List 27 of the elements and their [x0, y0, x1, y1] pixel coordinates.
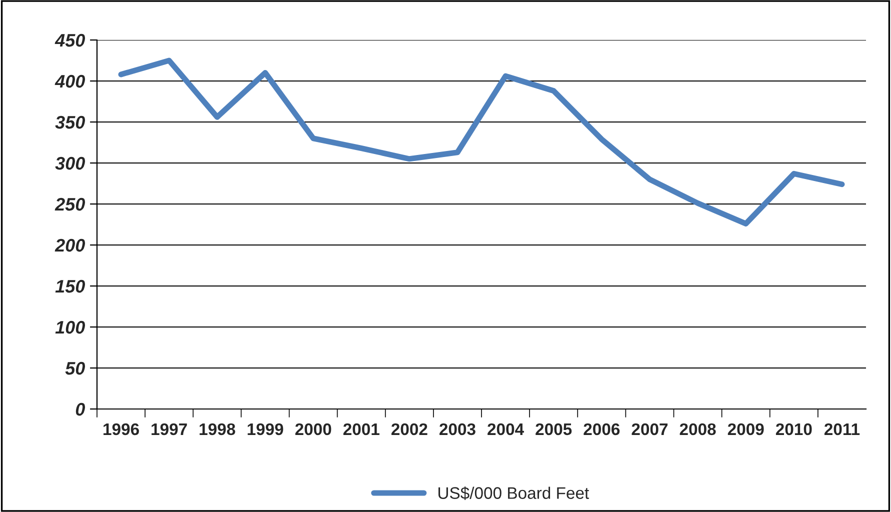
- x-tick-label: 2002: [391, 423, 428, 436]
- x-tick-label: 1998: [200, 423, 236, 436]
- x-tick-label: 1999: [248, 423, 284, 436]
- x-tick-label: 2005: [536, 423, 572, 436]
- x-tick-label: 2010: [776, 423, 812, 436]
- legend-label: US$/000 Board Feet: [438, 486, 590, 500]
- x-tick-label: 2001: [343, 423, 380, 436]
- y-tick-label: 450: [54, 34, 86, 47]
- x-tick-label: 2004: [488, 423, 524, 436]
- y-tick-label: 50: [65, 362, 86, 375]
- y-tick-label: 350: [55, 116, 86, 129]
- y-tick-label: 250: [54, 198, 86, 211]
- x-tick-label: 2007: [632, 423, 668, 436]
- y-tick-label: 100: [55, 320, 86, 334]
- y-tick-label: 150: [55, 280, 86, 293]
- x-tick-label: 2009: [728, 423, 764, 436]
- x-tick-label: 1996: [104, 423, 139, 436]
- x-tick-label: 2011: [824, 423, 860, 436]
- x-tick-label: 1997: [152, 423, 187, 436]
- x-tick-label: 2008: [680, 423, 716, 436]
- y-tick-label: 200: [54, 238, 86, 252]
- x-tick-label: 2003: [440, 423, 476, 436]
- x-tick-label: 2000: [295, 423, 332, 436]
- y-tick-label: 400: [54, 74, 86, 88]
- y-tick-label: 0: [76, 402, 86, 416]
- x-tick-label: 2006: [584, 423, 620, 436]
- y-tick-label: 300: [55, 156, 86, 170]
